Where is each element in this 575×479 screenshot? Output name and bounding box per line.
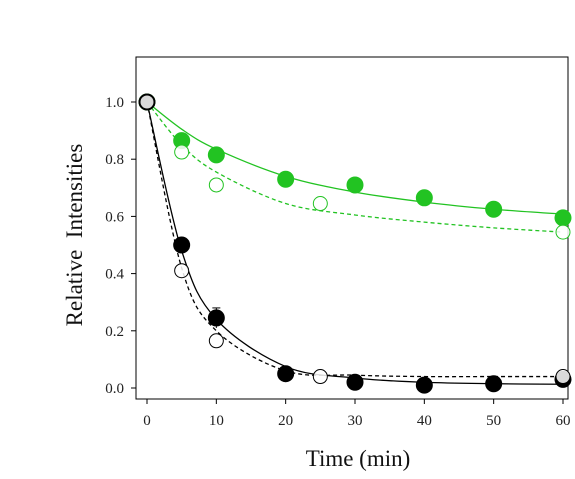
data-point-open xyxy=(555,224,571,240)
data-point-open xyxy=(139,94,155,110)
data-point xyxy=(346,176,364,194)
data-point xyxy=(485,200,503,218)
x-tick-label: 10 xyxy=(209,413,224,429)
y-tick-label: 0.0 xyxy=(105,381,124,397)
data-point xyxy=(554,209,572,227)
data-point-open xyxy=(208,177,224,193)
data-point-open xyxy=(312,196,328,212)
x-tick-label: 60 xyxy=(556,413,571,429)
data-point xyxy=(415,189,433,207)
data-point-open xyxy=(555,369,571,385)
x-tick-label: 20 xyxy=(278,413,293,429)
data-point xyxy=(277,365,295,383)
y-tick-label: 0.8 xyxy=(105,152,124,168)
y-axis: 0.0 0.2 0.4 0.6 0.8 1.0 xyxy=(105,95,136,397)
fit-curve-3 xyxy=(146,101,563,378)
y-tick-label: 0.4 xyxy=(105,267,124,283)
data-point xyxy=(207,309,225,327)
data-point-open xyxy=(174,263,190,279)
x-axis-title: Time (min) xyxy=(306,446,411,471)
data-point xyxy=(485,375,503,393)
data-point xyxy=(207,146,225,164)
data-point-open xyxy=(174,144,190,160)
x-tick-label: 30 xyxy=(348,413,363,429)
x-axis: 0 10 20 30 40 50 60 xyxy=(143,399,571,429)
y-axis-title: Relative Intensities xyxy=(62,144,87,327)
data-point xyxy=(277,170,295,188)
y-tick-label: 1.0 xyxy=(105,95,124,111)
data-point xyxy=(173,236,191,254)
x-tick-label: 40 xyxy=(417,413,432,429)
data-point-open xyxy=(208,333,224,349)
data-point-open xyxy=(312,369,328,385)
x-tick-label: 50 xyxy=(486,413,501,429)
y-tick-label: 0.2 xyxy=(105,324,124,340)
data-points xyxy=(138,93,572,394)
x-tick-label: 0 xyxy=(143,413,151,429)
data-point xyxy=(415,376,433,394)
y-tick-label: 0.6 xyxy=(105,209,124,225)
data-point xyxy=(346,373,364,391)
